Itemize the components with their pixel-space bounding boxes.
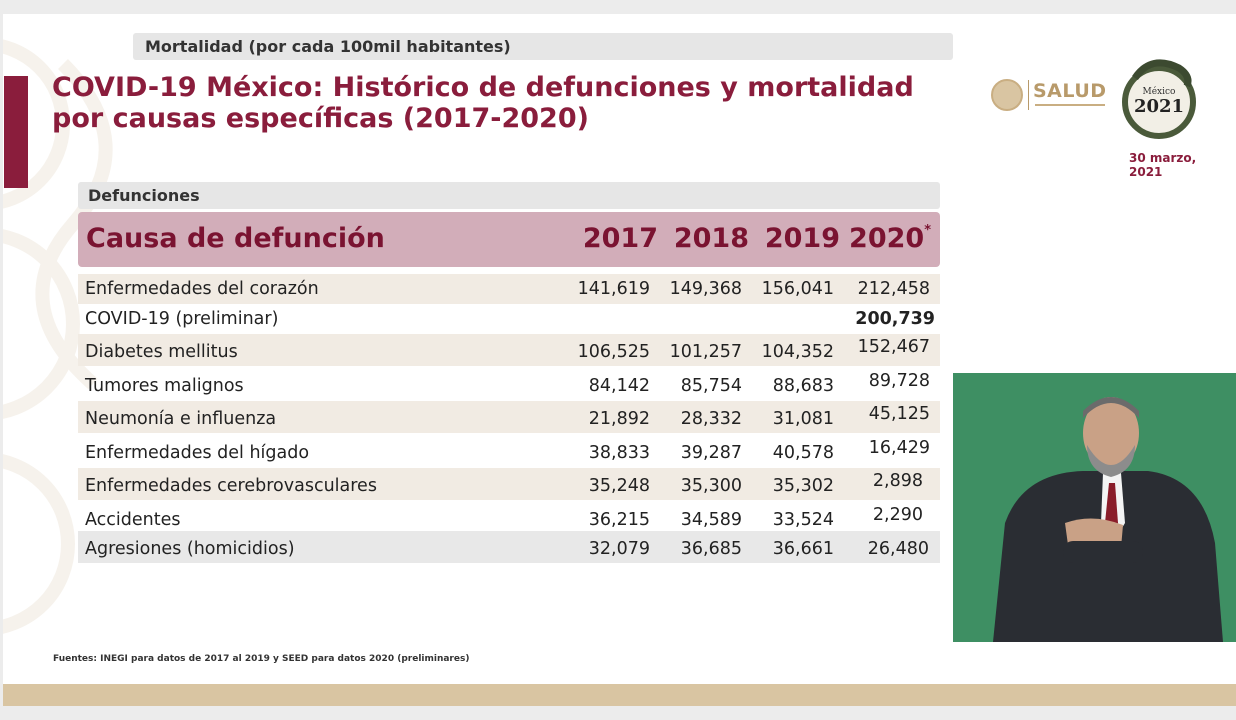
year-header-2018: 2018 — [673, 223, 749, 254]
table-row: Accidentes 36,215 34,589 33,524 2,290 — [78, 502, 940, 534]
sign-language-interpreter-video — [953, 373, 1236, 642]
year-header-2019: 2019 — [764, 223, 840, 254]
value-cell: 149,368 — [669, 279, 742, 299]
value-cell: 141,619 — [577, 279, 650, 299]
year-header-2020-label: 2020 — [849, 223, 925, 254]
value-cell: 106,525 — [577, 342, 650, 362]
mexico-2021-logo-icon: México 2021 — [1122, 59, 1196, 139]
value-cell: 35,300 — [680, 476, 742, 496]
value-cell: 39,287 — [680, 443, 742, 463]
year-header-2020: 2020* — [841, 223, 931, 254]
value-cell: 104,352 — [761, 342, 834, 362]
logo-caption: México — [1143, 86, 1176, 97]
cause-cell: Neumonía e influenza — [85, 409, 277, 429]
value-cell: 36,685 — [680, 539, 742, 559]
table-row: Neumonía e influenza 21,892 28,332 31,08… — [78, 401, 940, 433]
table-header: Causa de defunción 2017 2018 2019 2020* — [78, 212, 940, 267]
eagle-seal-icon — [991, 79, 1023, 111]
cause-cell: Tumores malignos — [85, 376, 244, 396]
value-cell: 85,754 — [680, 376, 742, 396]
table-row: Tumores malignos 84,142 85,754 88,683 89… — [78, 368, 940, 400]
value-cell: 36,215 — [588, 510, 650, 530]
value-cell: 35,302 — [772, 476, 834, 496]
presentation-slide: Mortalidad (por cada 100mil habitantes) … — [3, 14, 1236, 706]
interpreter-figure-icon — [953, 373, 1236, 642]
value-cell: 32,079 — [588, 539, 650, 559]
value-cell: 36,661 — [772, 539, 834, 559]
year-header-2017: 2017 — [582, 223, 658, 254]
table-row: Enfermedades del hígado 38,833 39,287 40… — [78, 435, 940, 467]
value-cell: 35,248 — [588, 476, 650, 496]
value-cell: 101,257 — [669, 342, 742, 362]
cause-cell: Agresiones (homicidios) — [85, 539, 295, 559]
logo-year: 2021 — [1134, 96, 1184, 117]
value-cell: 2,290 — [872, 505, 923, 525]
value-cell: 16,429 — [868, 438, 930, 458]
value-cell: 31,081 — [772, 409, 834, 429]
cause-cell: Diabetes mellitus — [85, 342, 238, 362]
date-line-1: 30 marzo, — [1129, 151, 1197, 165]
value-cell: 152,467 — [857, 337, 930, 357]
accent-bar — [4, 76, 28, 188]
date-line-2: 2021 — [1129, 165, 1163, 179]
cause-cell: Enfermedades del hígado — [85, 443, 310, 463]
value-cell: 2,898 — [872, 471, 923, 491]
logo-divider — [1028, 80, 1029, 110]
value-cell: 38,833 — [588, 443, 650, 463]
presentation-date: 30 marzo, 2021 — [1129, 151, 1196, 179]
cause-column-header: Causa de defunción — [86, 223, 385, 254]
value-cell: 200,739 — [855, 309, 935, 329]
salud-subline — [1035, 104, 1105, 106]
value-cell: 40,578 — [772, 443, 834, 463]
value-cell: 88,683 — [772, 376, 834, 396]
cause-cell: Accidentes — [85, 510, 181, 530]
cause-cell: Enfermedades del corazón — [85, 279, 319, 299]
value-cell: 28,332 — [680, 409, 742, 429]
table-row: Agresiones (homicidios) 32,079 36,685 36… — [78, 531, 940, 563]
value-cell: 33,524 — [772, 510, 834, 530]
table-row: Enfermedades del corazón 141,619 149,368… — [78, 274, 940, 304]
preliminary-asterisk: * — [924, 223, 931, 238]
cause-cell: COVID-19 (preliminar) — [85, 309, 279, 329]
value-cell: 89,728 — [868, 371, 930, 391]
table-row: COVID-19 (preliminar) 200,739 — [78, 304, 940, 334]
cause-cell: Enfermedades cerebrovasculares — [85, 476, 377, 496]
bottom-decorative-band — [3, 684, 1236, 706]
value-cell: 34,589 — [680, 510, 742, 530]
salud-wordmark: SALUD — [1033, 80, 1107, 102]
value-cell: 26,480 — [867, 539, 929, 559]
value-cell: 45,125 — [868, 404, 930, 424]
indicator-band: Mortalidad (por cada 100mil habitantes) — [133, 33, 953, 60]
salud-logo: SALUD — [991, 78, 1106, 114]
section-label: Defunciones — [78, 182, 940, 209]
table-row: Diabetes mellitus 106,525 101,257 104,35… — [78, 334, 940, 366]
table-row: Enfermedades cerebrovasculares 35,248 35… — [78, 468, 940, 500]
value-cell: 212,458 — [857, 279, 930, 299]
value-cell: 84,142 — [588, 376, 650, 396]
decorative-pattern-icon — [3, 39, 113, 634]
value-cell: 21,892 — [588, 409, 650, 429]
value-cell: 156,041 — [761, 279, 834, 299]
sources-footnote: Fuentes: INEGI para datos de 2017 al 201… — [53, 654, 470, 664]
slide-title: COVID-19 México: Histórico de defuncione… — [52, 72, 914, 134]
